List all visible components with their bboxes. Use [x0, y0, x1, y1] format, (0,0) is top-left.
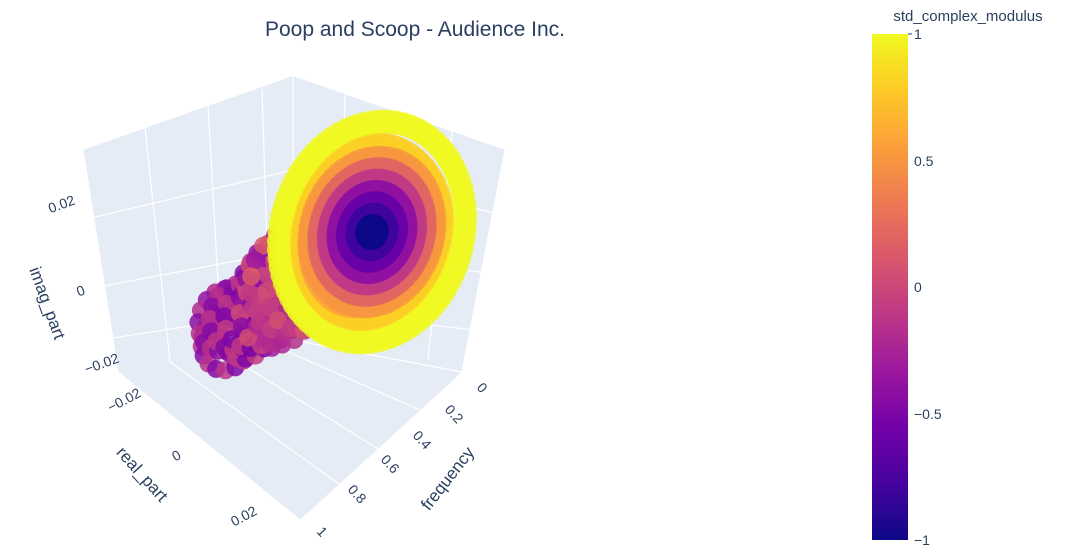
data-point	[260, 298, 279, 317]
x-tick-label: 0	[169, 446, 184, 464]
x-tick-label: −0.02	[105, 384, 144, 415]
x-tick-label: 0.02	[228, 502, 260, 529]
z-tick-label: −0.02	[82, 350, 121, 377]
data-point	[447, 245, 472, 270]
colorbar-tick-label: −1	[914, 532, 930, 548]
data-point	[240, 283, 259, 302]
colorbar-tick-label: 0.5	[914, 153, 934, 169]
y-tick-label: 0.4	[410, 427, 435, 452]
data-point	[257, 282, 276, 301]
colorbar	[872, 34, 908, 540]
colorbar-ticks: 1 0.5 0 −0.5 −1	[908, 26, 942, 548]
colorbar-tick-label: −0.5	[914, 406, 942, 422]
data-point	[242, 267, 261, 286]
y-tick-label: 0.6	[378, 451, 403, 476]
chart-title: Poop and Scoop - Audience Inc.	[265, 18, 565, 41]
colorbar-tick-label: 1	[914, 26, 922, 42]
pane-floor	[118, 340, 462, 520]
colorbar-tick-label: 0	[914, 279, 922, 295]
data-point	[245, 251, 264, 270]
y-tick-label: 1	[314, 523, 331, 540]
y-tick-label: 0	[474, 379, 491, 396]
x-axis-title: real_part	[113, 443, 172, 506]
y-tick-label: 0.8	[345, 481, 370, 506]
y-tick-label: 0.2	[442, 401, 467, 426]
colorbar-title: std_complex_modulus	[893, 8, 1042, 25]
z-tick-label: 0	[74, 282, 87, 300]
data-points	[189, 109, 477, 380]
data-point	[366, 222, 389, 245]
z-tick-label: 0.02	[46, 192, 77, 216]
z-axis-title: imag_part	[25, 264, 69, 342]
y-axis-title: frequency	[417, 443, 478, 514]
